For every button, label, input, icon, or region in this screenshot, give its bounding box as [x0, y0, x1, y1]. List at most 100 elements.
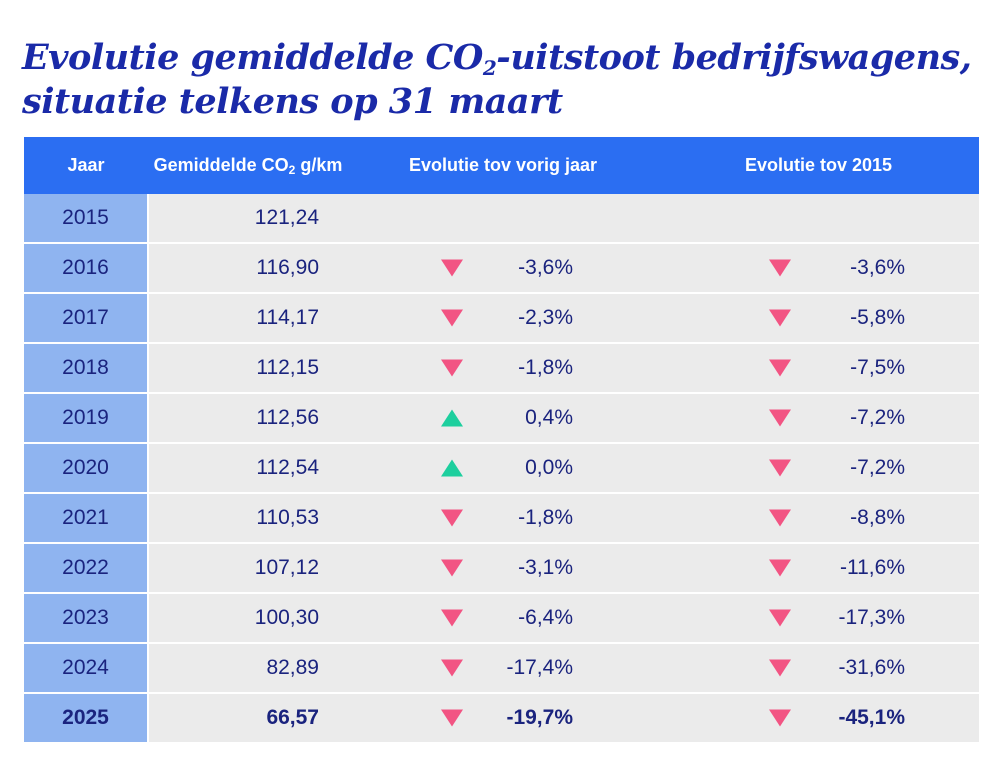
title-line-2: situatie telkens op 31 maart — [22, 81, 563, 122]
triangle-down-icon — [441, 309, 463, 327]
chart-title: Evolutie gemiddelde CO2-uitstoot bedrijf… — [22, 36, 992, 124]
table-row: 2017 114,17 -2,3% -5,8% — [24, 293, 979, 344]
table-row: 2025 66,57 -19,7% -45,1% — [24, 693, 979, 744]
triangle-down-icon — [769, 559, 791, 577]
table-row: 2015 121,24 — [24, 194, 979, 244]
header-vs2015: Evolutie tov 2015 — [658, 137, 979, 194]
vs2015-cell-value: -5,8% — [850, 306, 905, 329]
year-cell: 2017 — [24, 293, 149, 344]
vs2015-cell: -8,8% — [658, 493, 979, 544]
triangle-up-icon — [441, 459, 463, 477]
co2-cell: 112,54 — [148, 443, 348, 494]
yoy-cell: 0,0% — [348, 443, 658, 494]
triangle-up-icon — [441, 409, 463, 427]
vs2015-cell: -7,2% — [658, 443, 979, 494]
co2-cell: 107,12 — [148, 543, 348, 594]
year-cell: 2018 — [24, 343, 149, 394]
triangle-down-icon — [441, 709, 463, 727]
vs2015-cell-value: -31,6% — [838, 656, 905, 679]
vs2015-cell: -7,5% — [658, 343, 979, 394]
vs2015-cell-value: -11,6% — [840, 556, 905, 579]
triangle-down-icon — [769, 309, 791, 327]
triangle-down-icon — [769, 709, 791, 727]
yoy-cell: -17,4% — [348, 643, 658, 694]
table-header-row: Jaar Gemiddelde CO2 g/km Evolutie tov vo… — [24, 137, 979, 194]
vs2015-cell: -5,8% — [658, 293, 979, 344]
vs2015-cell: -17,3% — [658, 593, 979, 644]
year-cell: 2020 — [24, 443, 149, 494]
table-row: 2024 82,89 -17,4% -31,6% — [24, 643, 979, 694]
vs2015-cell: -31,6% — [658, 643, 979, 694]
header-yoy: Evolutie tov vorig jaar — [348, 137, 658, 194]
yoy-cell-value: -1,8% — [518, 356, 573, 379]
co2-cell: 66,57 — [148, 693, 348, 744]
co2-cell: 110,53 — [148, 493, 348, 544]
co2-cell: 114,17 — [148, 293, 348, 344]
vs2015-cell-value: -7,2% — [850, 406, 905, 429]
yoy-cell: -19,7% — [348, 693, 658, 744]
year-cell: 2023 — [24, 593, 149, 644]
title-line-1: Evolutie gemiddelde CO2-uitstoot bedrijf… — [22, 37, 972, 80]
triangle-down-icon — [769, 659, 791, 677]
co2-cell: 116,90 — [148, 243, 348, 294]
header-co2: Gemiddelde CO2 g/km — [148, 137, 348, 194]
yoy-cell: -1,8% — [348, 343, 658, 394]
table-row: 2018 112,15 -1,8% -7,5% — [24, 343, 979, 394]
table-row: 2023 100,30 -6,4% -17,3% — [24, 593, 979, 644]
vs2015-cell-value: -7,2% — [850, 456, 905, 479]
yoy-cell — [348, 194, 658, 244]
yoy-cell-value: -17,4% — [506, 656, 573, 679]
table-row: 2019 112,56 0,4% -7,2% — [24, 393, 979, 444]
table-row: 2021 110,53 -1,8% -8,8% — [24, 493, 979, 544]
vs2015-cell-value: -8,8% — [850, 506, 905, 529]
co2-table: Jaar Gemiddelde CO2 g/km Evolutie tov vo… — [24, 137, 979, 744]
yoy-cell-value: -2,3% — [518, 306, 573, 329]
yoy-cell-value: -1,8% — [518, 506, 573, 529]
triangle-down-icon — [769, 259, 791, 277]
vs2015-cell — [658, 194, 979, 244]
table-row: 2016 116,90 -3,6% -3,6% — [24, 243, 979, 294]
year-cell: 2019 — [24, 393, 149, 444]
yoy-cell-value: 0,4% — [525, 406, 573, 429]
triangle-down-icon — [769, 459, 791, 477]
triangle-down-icon — [441, 659, 463, 677]
triangle-down-icon — [441, 609, 463, 627]
vs2015-cell-value: -7,5% — [850, 356, 905, 379]
triangle-down-icon — [769, 509, 791, 527]
triangle-down-icon — [769, 359, 791, 377]
vs2015-cell-value: -45,1% — [838, 706, 905, 729]
header-year: Jaar — [24, 137, 148, 194]
yoy-cell-value: -3,1% — [518, 556, 573, 579]
yoy-cell: -6,4% — [348, 593, 658, 644]
year-cell: 2024 — [24, 643, 149, 694]
yoy-cell: -2,3% — [348, 293, 658, 344]
yoy-cell-value: 0,0% — [525, 456, 573, 479]
yoy-cell: -3,1% — [348, 543, 658, 594]
year-cell: 2022 — [24, 543, 149, 594]
yoy-cell: -3,6% — [348, 243, 658, 294]
year-cell: 2025 — [24, 693, 149, 744]
table-row: 2022 107,12 -3,1% -11,6% — [24, 543, 979, 594]
vs2015-cell: -3,6% — [658, 243, 979, 294]
vs2015-cell-value: -17,3% — [838, 606, 905, 629]
triangle-down-icon — [441, 509, 463, 527]
yoy-cell-value: -19,7% — [506, 706, 573, 729]
triangle-down-icon — [441, 259, 463, 277]
yoy-cell: -1,8% — [348, 493, 658, 544]
year-cell: 2016 — [24, 243, 149, 294]
yoy-cell: 0,4% — [348, 393, 658, 444]
co2-cell: 100,30 — [148, 593, 348, 644]
vs2015-cell: -45,1% — [658, 693, 979, 744]
co2-cell: 121,24 — [148, 194, 348, 244]
co2-cell: 112,15 — [148, 343, 348, 394]
vs2015-cell: -11,6% — [658, 543, 979, 594]
yoy-cell-value: -3,6% — [518, 256, 573, 279]
year-cell: 2021 — [24, 493, 149, 544]
triangle-down-icon — [769, 609, 791, 627]
vs2015-cell-value: -3,6% — [850, 256, 905, 279]
year-cell: 2015 — [24, 194, 149, 244]
triangle-down-icon — [769, 409, 791, 427]
co2-cell: 112,56 — [148, 393, 348, 444]
yoy-cell-value: -6,4% — [518, 606, 573, 629]
triangle-down-icon — [441, 359, 463, 377]
